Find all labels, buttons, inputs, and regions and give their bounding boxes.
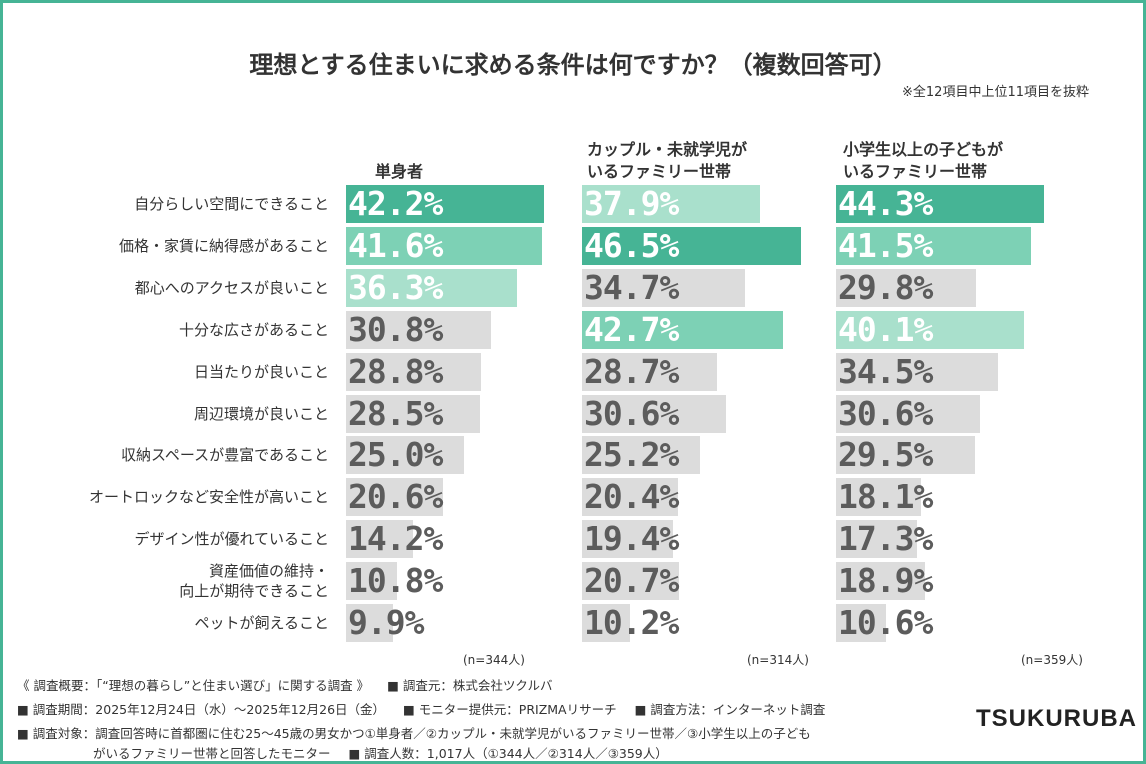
value-label-single: 14.2% [348,519,443,559]
survey-target-cont: がいるファミリー世帯と回答したモニター [93,746,331,761]
bar-single [346,352,482,391]
bar-single [346,436,464,475]
category-label: 十分な広さがあること [178,320,329,339]
bar-family [836,268,977,307]
n-label-family: (n=359人) [1021,653,1083,667]
brand-logo: TSUKURUBA [976,705,1137,732]
bar-single [346,478,443,517]
value-label-single: 20.6% [348,477,443,517]
bar-couple [582,394,726,433]
value-label-single: 25.0% [348,435,443,475]
value-label-couple: 34.7% [584,267,679,307]
value-label-family: 18.9% [838,561,933,601]
value-label-family: 44.3% [838,184,933,223]
bar-family [836,562,925,601]
bar-family [836,520,918,559]
category-label: 収納スペースが豊富であること [120,446,329,465]
value-label-single: 42.2% [348,184,443,223]
value-label-family: 41.5% [838,225,933,265]
series-header-couple: カップル・未就学児が いるファミリー世帯 [587,140,748,181]
category-label: 自分らしい空間にできること [134,195,329,213]
value-label-family: 29.8% [838,267,933,307]
bar-single [346,604,393,642]
value-label-couple: 37.9% [584,184,679,223]
value-label-family: 17.3% [838,519,933,559]
bar-family [836,478,922,517]
series-header-family: 小学生以上の子どもが いるファミリー世帯 [843,140,1004,181]
bar-single [346,226,542,265]
value-label-family: 18.1% [838,477,933,517]
bar-single [346,185,545,223]
bar-family [836,310,1025,349]
bar-couple [582,226,801,265]
category-label: 価格・家賃に納得感があること [118,236,329,255]
survey-monitor: ■ モニター提供元：PRIZMAリサーチ [403,702,617,717]
category-label: オートロックなど安全性が高いこと [88,488,329,507]
bar-couple [582,562,680,601]
value-label-couple: 30.6% [584,393,679,433]
value-label-single: 30.8% [348,309,443,349]
survey-method: ■ 調査方法：インターネット調査 [634,702,826,717]
bar-single [346,268,517,307]
bar-couple [582,310,783,349]
bar-couple [582,268,746,307]
value-label-single: 10.8% [348,561,443,601]
chart-note: ※全12項目中上位11項目を抜粋 [902,85,1089,100]
footer-line-3: ■ 調査対象：調査回答時に首都圏に住む25〜45歳の男女かつ①単身者／②カップル… [17,726,811,741]
n-label-couple: (n=314人) [747,653,809,667]
value-label-single: 36.3% [348,267,443,307]
value-label-family: 40.1% [838,309,933,349]
bar-family [836,185,1045,223]
survey-overview: 《 調査概要：「“理想の暮らし”と住まい選び」に関する調査 》 [17,678,370,693]
bar-family [836,436,975,475]
value-label-couple: 46.5% [584,225,679,265]
value-label-couple: 28.7% [584,351,679,391]
footer-line-1: 《 調査概要：「“理想の暮らし”と住まい選び」に関する調査 》 ■ 調査元：株式… [17,675,567,694]
value-label-family: 30.6% [838,393,933,433]
category-label: デザイン性が優れていること [134,530,329,549]
value-label-family: 34.5% [838,351,933,391]
value-label-couple: 10.2% [584,603,679,642]
bar-single [346,394,480,433]
value-label-family: 29.5% [838,435,933,475]
category-label: 周辺環境が良いこと [193,404,329,423]
category-label: 都心へのアクセスが良いこと [134,278,329,297]
value-label-couple: 19.4% [584,519,679,559]
bar-single [346,310,491,349]
category-label: ペットが飼えること [194,614,329,632]
category-label: 資産価値の維持・ 向上が期待できること [179,562,329,601]
survey-count: ■ 調査人数：1,017人（①344人／②314人／③359人） [348,746,668,761]
bar-couple [582,352,717,391]
series-header-single: 単身者 [375,162,424,181]
survey-source: ■ 調査元：株式会社ツクルバ [387,678,553,693]
bar-single [346,520,413,559]
value-label-family: 10.6% [838,603,933,642]
value-label-couple: 20.7% [584,561,679,601]
bar-family [836,394,980,433]
category-label: 日当たりが良いこと [193,362,329,381]
bar-couple [582,604,630,642]
bar-family [836,226,1032,265]
bar-couple [582,520,674,559]
value-label-couple: 42.7% [584,309,679,349]
bar-family [836,604,886,642]
bar-family [836,352,999,391]
chart-title: 理想とする住まいに求める条件は何ですか？（複数回答可） [249,51,897,79]
bar-couple [582,185,761,223]
value-label-couple: 25.2% [584,435,679,475]
value-label-couple: 20.4% [584,477,679,517]
footer-line-2: ■ 調査期間：2025年12月24日（水）〜2025年12月26日（金） ■ モ… [17,699,839,718]
bar-couple [582,436,701,475]
value-label-single: 28.8% [348,351,443,391]
bar-couple [582,478,678,517]
n-label-single: (n=344人) [463,653,525,667]
bar-single [346,562,397,601]
value-label-single: 28.5% [348,393,443,433]
footer-line-4: がいるファミリー世帯と回答したモニター ■ 調査人数：1,017人（①344人／… [93,743,682,761]
value-label-single: 9.9% [348,603,424,642]
survey-period: ■ 調査期間：2025年12月24日（水）〜2025年12月26日（金） [17,702,386,717]
value-label-single: 41.6% [348,225,443,265]
